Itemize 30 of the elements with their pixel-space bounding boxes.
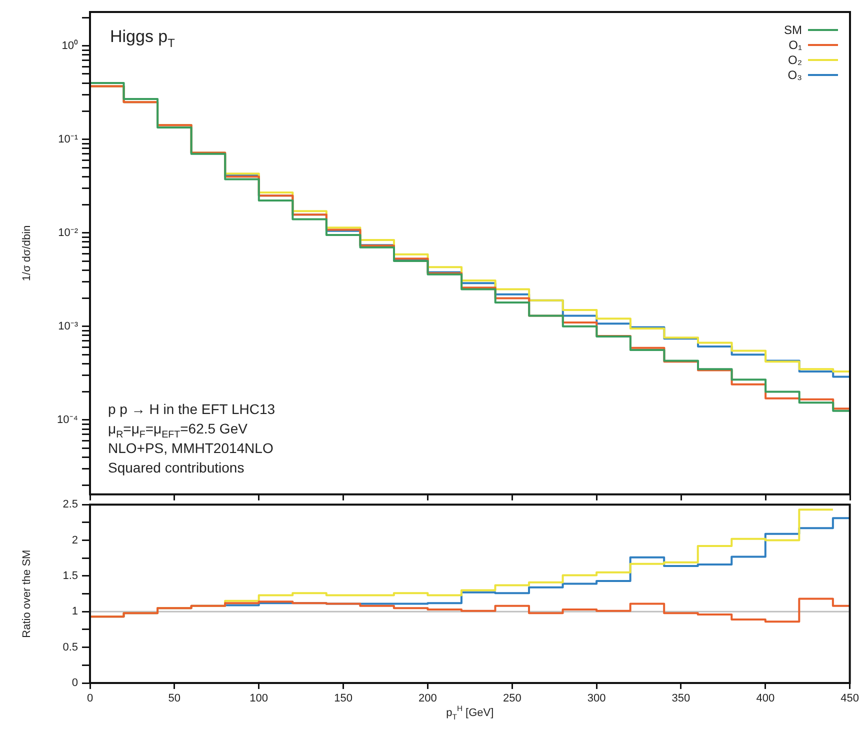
y-tick-label: 2 [72, 534, 78, 546]
x-tick-label: 50 [168, 692, 181, 705]
legend-label: O₂ [788, 53, 802, 67]
x-tick-label: 250 [502, 692, 522, 705]
legend-label: O₃ [788, 68, 802, 82]
y-tick-label: 2.5 [62, 498, 78, 511]
y-tick-label: 10⁻² [58, 226, 78, 239]
x-tick-label: 100 [250, 692, 268, 705]
y-tick-label: 10⁻³ [58, 320, 78, 332]
y-axis-title: 1/σ dσ/dbin [21, 225, 33, 282]
y-tick-label: 1 [72, 606, 78, 618]
x-tick-label: 0 [86, 692, 94, 705]
y-tick-label: 0.5 [62, 641, 78, 654]
y-tick-label: 0 [72, 677, 78, 690]
annotation: p p → H in the EFT LHC13 [108, 400, 276, 417]
annotation: NLO+PS, MMHT2014NLO [108, 440, 274, 456]
y-tick-label: 1.5 [62, 570, 78, 582]
y-axis-title: Ratio over the SM [21, 550, 33, 638]
x-tick-label: 450 [840, 692, 860, 705]
annotation: Squared contributions [108, 459, 244, 476]
legend-label: SM [784, 23, 802, 37]
y-tick-label: 10⁻⁴ [57, 414, 78, 426]
y-tick-label: 10⁻¹ [58, 133, 78, 146]
x-tick-label: 300 [587, 692, 606, 705]
y-tick-label: 10⁰ [62, 38, 78, 52]
x-tick-label: 200 [418, 692, 437, 705]
x-tick-label: 400 [756, 692, 775, 705]
x-tick-label: 350 [672, 692, 690, 705]
x-tick-label: 150 [334, 692, 352, 705]
legend-label: O₁ [788, 38, 802, 52]
